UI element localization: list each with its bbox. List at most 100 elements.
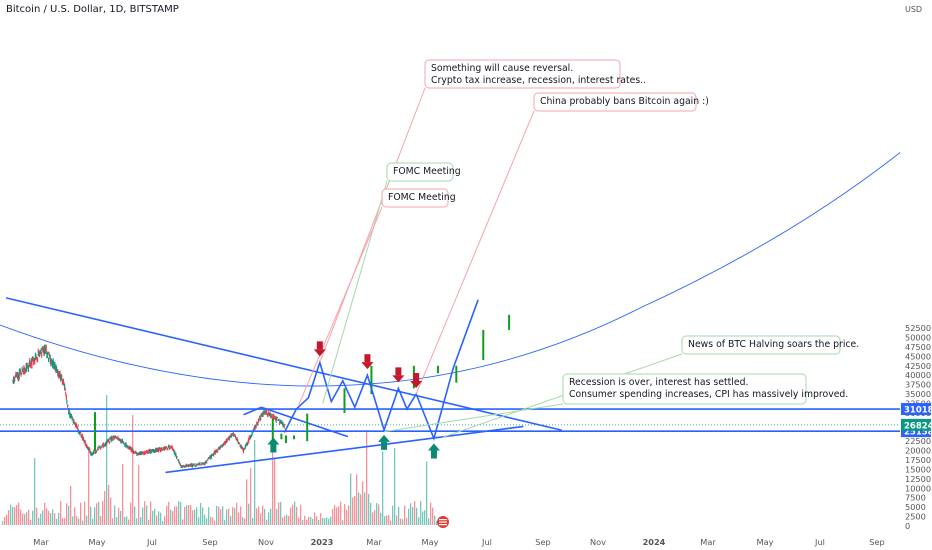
volume-bar bbox=[336, 507, 338, 525]
volume-bar bbox=[314, 512, 316, 525]
volume-bar bbox=[60, 501, 62, 525]
timeframe[interactable]: 1D bbox=[109, 4, 124, 15]
arc-curve-upper bbox=[639, 151, 900, 309]
volume-bar bbox=[224, 520, 226, 525]
volume-bar bbox=[248, 503, 250, 525]
volume-bar bbox=[326, 517, 328, 525]
volume-bar bbox=[134, 506, 136, 525]
volume-bar bbox=[216, 505, 218, 525]
volume-bar bbox=[178, 501, 180, 525]
annotation-text: Something will cause reversal. Crypto tax… bbox=[431, 63, 646, 86]
volume-bar bbox=[322, 518, 324, 525]
volume-bar bbox=[212, 517, 214, 525]
volume-bar bbox=[136, 518, 138, 525]
volume-bar bbox=[280, 501, 282, 525]
symbol-title[interactable]: Bitcoin / U.S. Dollar bbox=[6, 4, 103, 15]
volume-bar bbox=[366, 430, 368, 525]
y-tick-label: 20000 bbox=[905, 446, 931, 456]
volume-bar bbox=[198, 517, 200, 525]
volume-bar bbox=[316, 516, 318, 525]
plot-area bbox=[0, 151, 900, 525]
volume-bar bbox=[116, 517, 118, 525]
volume-bar bbox=[112, 518, 114, 525]
volume-bar bbox=[408, 508, 410, 525]
volume-bar bbox=[422, 511, 424, 525]
volume-bar bbox=[98, 501, 100, 525]
volume-bar bbox=[200, 503, 202, 525]
annotation-text: FOMC Meeting bbox=[388, 192, 456, 203]
volume-bar bbox=[128, 519, 130, 525]
volume-bar bbox=[436, 520, 438, 525]
volume-bar bbox=[332, 508, 334, 525]
volume-bar bbox=[426, 461, 428, 525]
annotation-connector bbox=[319, 87, 426, 363]
volume-bar bbox=[432, 507, 434, 525]
annotation-connector bbox=[322, 180, 388, 404]
volume-bar bbox=[428, 518, 430, 525]
annotation-text: FOMC Meeting bbox=[393, 166, 461, 177]
volume-bar bbox=[26, 512, 28, 525]
volume-bar bbox=[268, 512, 270, 525]
volume-bar bbox=[272, 445, 274, 525]
volume-bar bbox=[44, 502, 46, 525]
annotation-box bbox=[386, 162, 454, 182]
volume-bar bbox=[378, 504, 380, 525]
volume-bar bbox=[226, 509, 228, 525]
volume-bar bbox=[152, 510, 154, 525]
annotation-box bbox=[533, 92, 697, 112]
volume-bar bbox=[146, 505, 148, 525]
volume-bar bbox=[234, 507, 236, 525]
volume-bar bbox=[264, 508, 266, 525]
volume-bar bbox=[282, 517, 284, 525]
volume-bar bbox=[102, 500, 104, 525]
volume-bar bbox=[144, 501, 146, 525]
volume-bar bbox=[434, 515, 436, 525]
volume-bar bbox=[50, 513, 52, 525]
volume-bar bbox=[118, 507, 120, 525]
y-tick-label: 42500 bbox=[905, 361, 931, 371]
volume-bar bbox=[370, 502, 372, 525]
volume-bar bbox=[40, 513, 42, 525]
x-tick-label: Jul bbox=[481, 537, 492, 547]
volume-bar bbox=[364, 492, 366, 525]
volume-bar bbox=[424, 510, 426, 525]
volume-bar bbox=[308, 516, 310, 525]
volume-bar bbox=[250, 468, 252, 525]
x-tick-label: Mar bbox=[700, 537, 716, 547]
level-tag bbox=[901, 403, 931, 416]
volume-bar bbox=[344, 503, 346, 525]
volume-bar bbox=[52, 509, 54, 525]
volume-bar bbox=[240, 506, 242, 525]
annotation-connector bbox=[383, 403, 564, 433]
volume-bar bbox=[180, 501, 182, 525]
volume-bar bbox=[356, 474, 358, 525]
volume-bar bbox=[244, 518, 246, 525]
volume-bar bbox=[82, 520, 84, 525]
arrow-up-icon bbox=[267, 437, 280, 453]
trendline-4 bbox=[261, 406, 349, 438]
trendline-3 bbox=[243, 406, 262, 416]
volume-bar bbox=[288, 515, 290, 525]
volume-bar bbox=[108, 484, 110, 525]
volume-bar bbox=[192, 510, 194, 525]
volume-bar bbox=[130, 502, 132, 525]
y-tick-label: 45000 bbox=[905, 351, 931, 361]
volume-bar bbox=[382, 451, 384, 525]
volume-bar bbox=[398, 506, 400, 525]
projection-path bbox=[283, 299, 479, 442]
y-tick-label: 40000 bbox=[905, 370, 931, 380]
volume-bar bbox=[242, 517, 244, 525]
annotation-box bbox=[562, 373, 807, 405]
volume-bar bbox=[120, 510, 122, 525]
volume-bar bbox=[62, 518, 64, 525]
volume-bar bbox=[294, 501, 296, 525]
annotation-text: News of BTC Halving soars the price. bbox=[688, 339, 859, 350]
volume-bar bbox=[352, 497, 354, 525]
volume-bar bbox=[86, 515, 88, 525]
volume-bar bbox=[70, 485, 72, 525]
volume-bar bbox=[340, 501, 342, 525]
volume-bar bbox=[396, 515, 398, 525]
y-tick-label: 52500 bbox=[905, 323, 931, 333]
volume-bar bbox=[154, 508, 156, 525]
